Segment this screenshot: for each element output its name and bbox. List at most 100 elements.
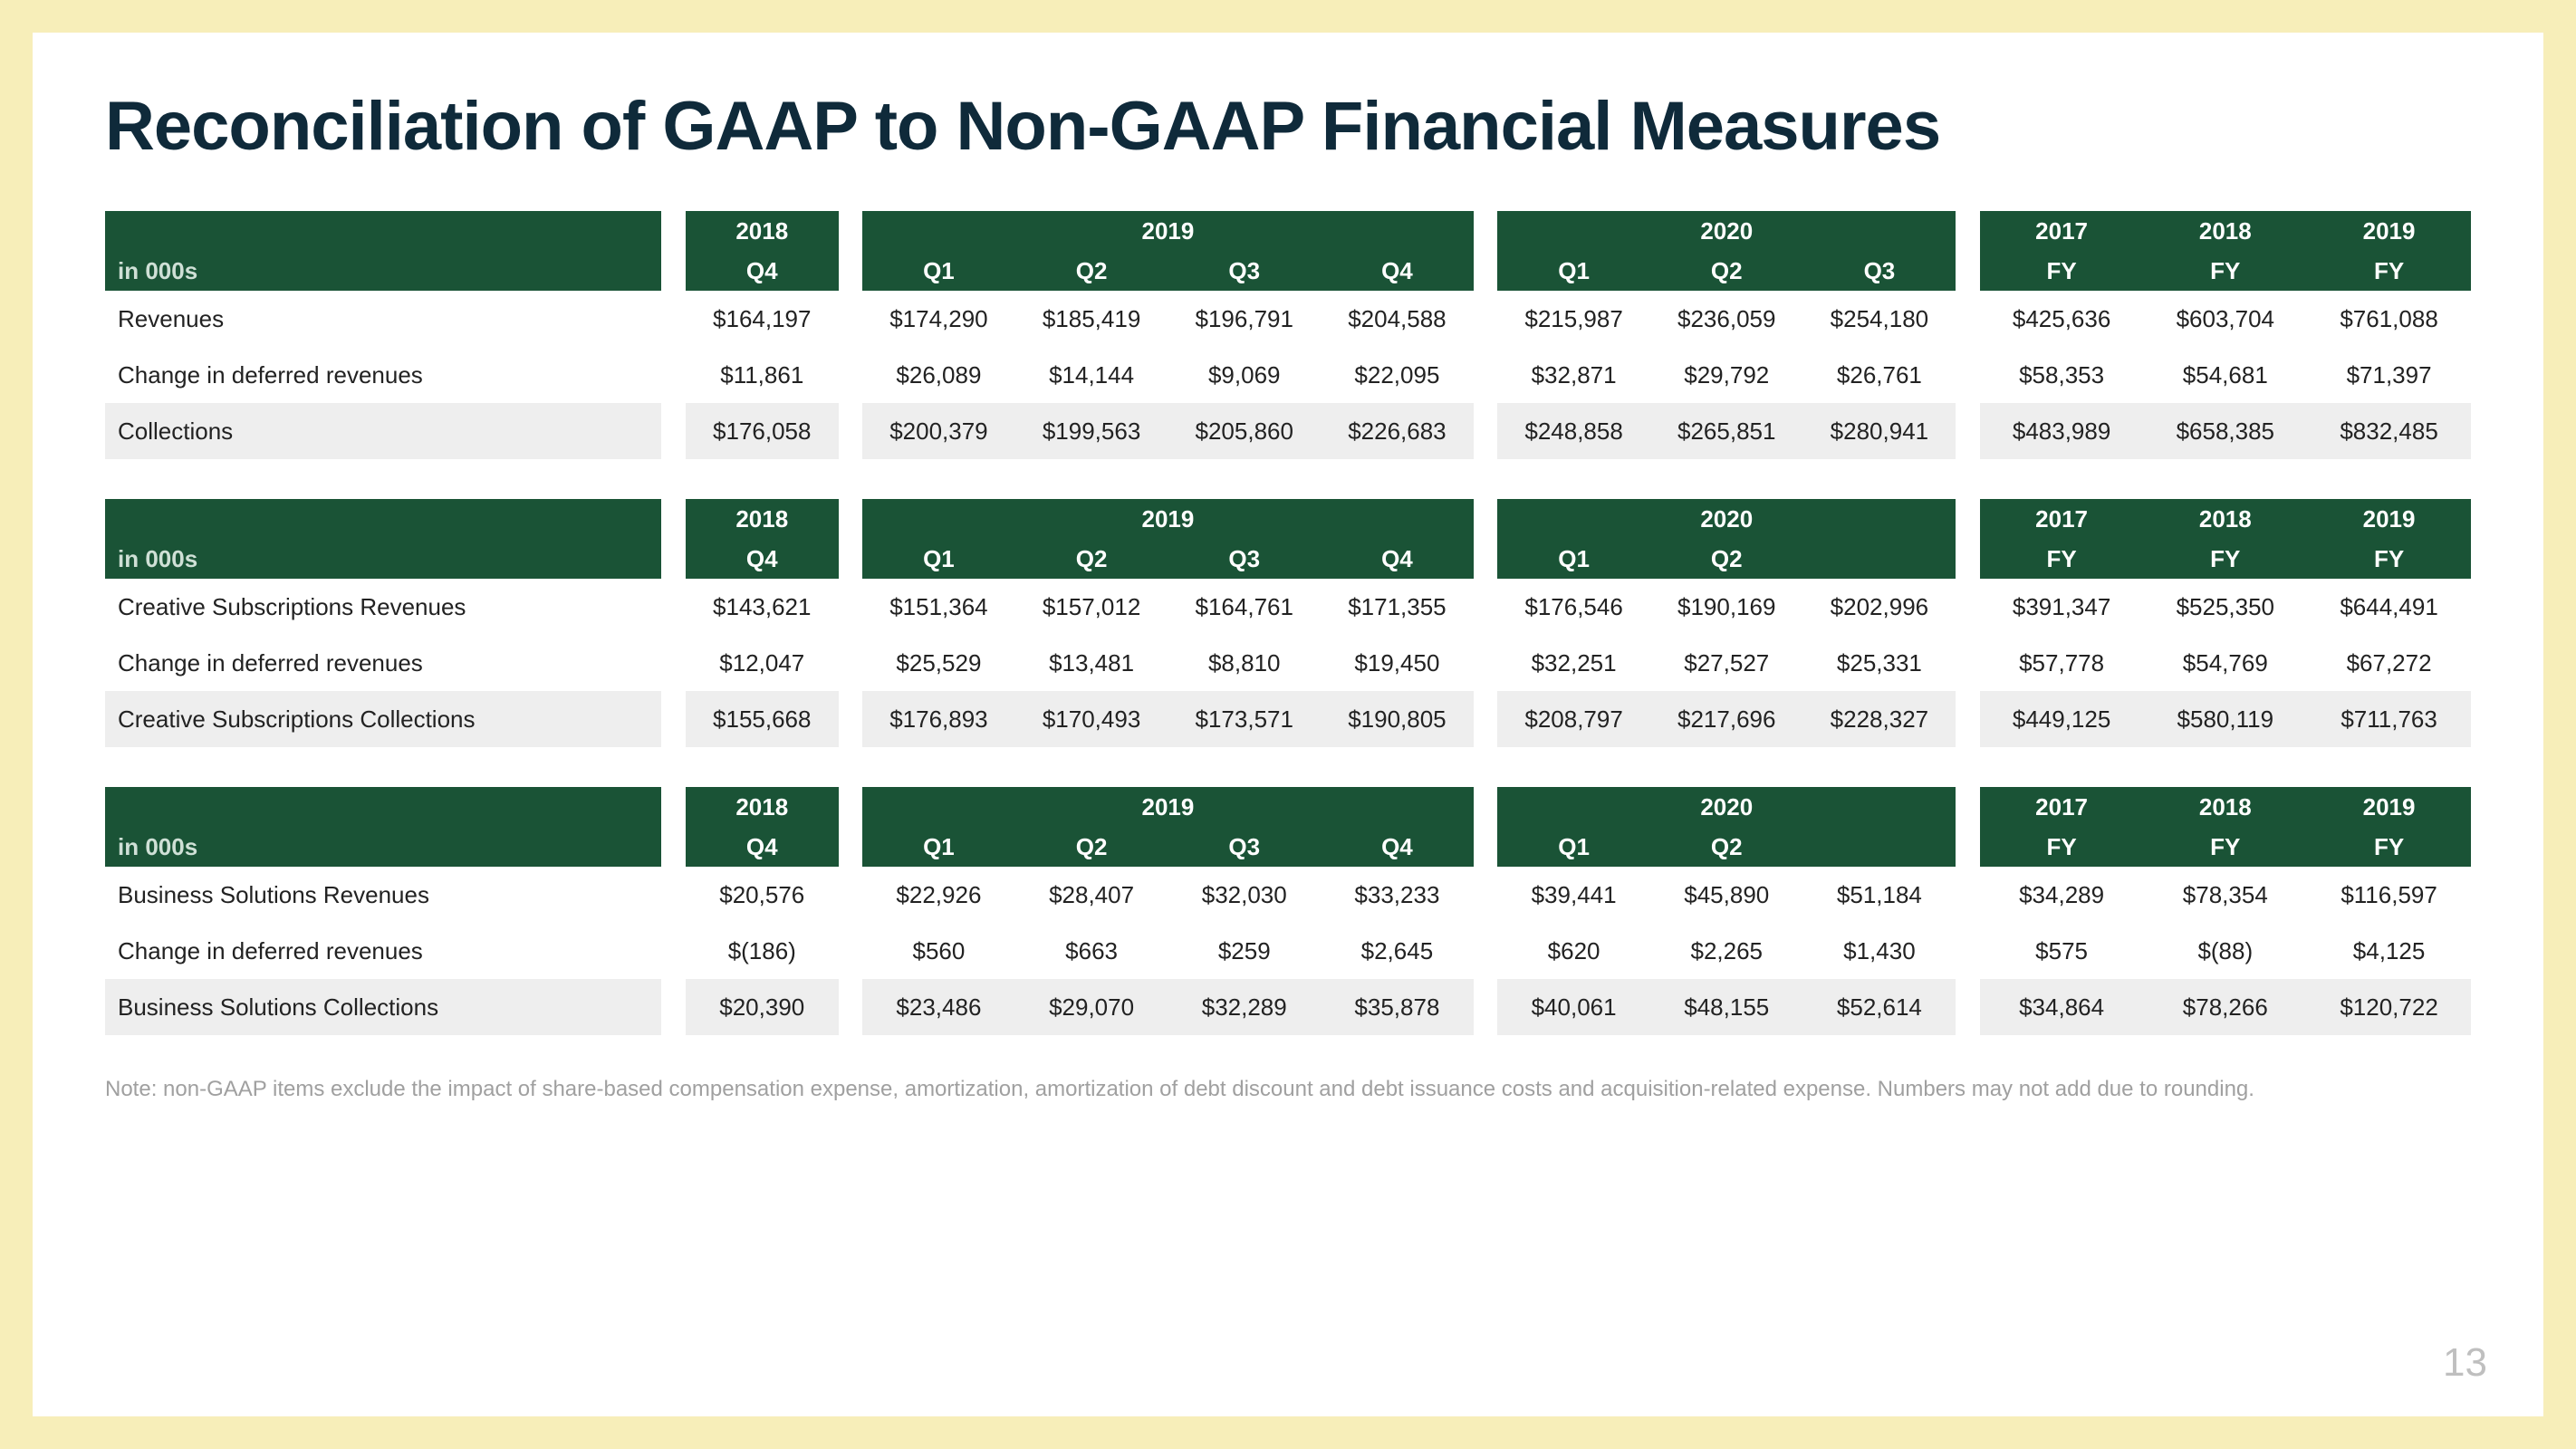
cell-value: $226,683 [1321, 403, 1474, 459]
cell-value: $173,571 [1168, 691, 1321, 747]
cell-value: $71,397 [2307, 347, 2471, 403]
cell-value: $196,791 [1168, 291, 1321, 347]
cell-value: $13,481 [1015, 635, 1168, 691]
financial-table: 201820192020201720182019in 000sQ4Q1Q2Q3Q… [105, 787, 2471, 1035]
cell-value: $761,088 [2307, 291, 2471, 347]
cell-value: $39,441 [1497, 867, 1650, 923]
cell-value: $8,810 [1168, 635, 1321, 691]
cell-value: $(88) [2143, 923, 2307, 979]
cell-value: $35,878 [1321, 979, 1474, 1035]
unit-label: in 000s [105, 251, 661, 291]
table-row: Creative Subscriptions Revenues $143,621 $… [105, 579, 2471, 635]
row-label: Creative Subscriptions Revenues [105, 579, 661, 635]
cell-value: $28,407 [1015, 867, 1168, 923]
cell-value: $29,792 [1650, 347, 1803, 403]
cell-value: $170,493 [1015, 691, 1168, 747]
row-label: Change in deferred revenues [105, 347, 661, 403]
cell-value: $32,030 [1168, 867, 1321, 923]
row-label: Revenues [105, 291, 661, 347]
table-row: Change in deferred revenues$12,047$25,52… [105, 635, 2471, 691]
cell-value: $174,290 [862, 291, 1015, 347]
cell-value: $204,588 [1321, 291, 1474, 347]
cell-value: $711,763 [2307, 691, 2471, 747]
cell-value: $236,059 [1650, 291, 1803, 347]
cell-value: $425,636 [1980, 291, 2144, 347]
financial-table: 201820192020201720182019in 000sQ4Q1Q2Q3Q… [105, 499, 2471, 747]
cell-value: $26,761 [1803, 347, 1956, 403]
cell-value: $78,354 [2143, 867, 2307, 923]
cell-value: $254,180 [1803, 291, 1956, 347]
cell-value: $280,941 [1803, 403, 1956, 459]
cell-value: $155,668 [686, 691, 839, 747]
cell-value: $164,197 [686, 291, 839, 347]
row-label: Change in deferred revenues [105, 923, 661, 979]
cell-value: $391,347 [1980, 579, 2144, 635]
cell-value: $215,987 [1497, 291, 1650, 347]
cell-value: $2,265 [1650, 923, 1803, 979]
cell-value: $9,069 [1168, 347, 1321, 403]
cell-value: $208,797 [1497, 691, 1650, 747]
table-row: Change in deferred revenues $11,861 $26,08… [105, 347, 2471, 403]
cell-value: $185,419 [1015, 291, 1168, 347]
cell-value: $449,125 [1980, 691, 2144, 747]
cell-value: $200,379 [862, 403, 1015, 459]
cell-value: $26,089 [862, 347, 1015, 403]
cell-value: $120,722 [2307, 979, 2471, 1035]
cell-value: $23,486 [862, 979, 1015, 1035]
slide-body: Reconciliation of GAAP to Non-GAAP Finan… [33, 33, 2543, 1416]
cell-value: $27,527 [1650, 635, 1803, 691]
cell-value: $34,864 [1980, 979, 2144, 1035]
cell-value: $22,095 [1321, 347, 1474, 403]
cell-value: $560 [862, 923, 1015, 979]
cell-value: $22,926 [862, 867, 1015, 923]
cell-value: $14,144 [1015, 347, 1168, 403]
financial-table: 201820192020201720182019in 000sQ4Q1Q2Q3Q… [105, 211, 2471, 459]
cell-value: $176,893 [862, 691, 1015, 747]
table-row: Change in deferred revenues$(186)$560$66… [105, 923, 2471, 979]
cell-value: $25,529 [862, 635, 1015, 691]
cell-value: $12,047 [686, 635, 839, 691]
cell-value: $67,272 [2307, 635, 2471, 691]
row-label: Business Solutions Collections [105, 979, 661, 1035]
cell-value: $25,331 [1803, 635, 1956, 691]
cell-value: $116,597 [2307, 867, 2471, 923]
cell-value: $32,871 [1497, 347, 1650, 403]
cell-value: $1,430 [1803, 923, 1956, 979]
cell-value: $20,576 [686, 867, 839, 923]
cell-value: $52,614 [1803, 979, 1956, 1035]
page-frame: Reconciliation of GAAP to Non-GAAP Finan… [0, 0, 2576, 1449]
table-row: Business Solutions Collections $20,390 $23… [105, 979, 2471, 1035]
cell-value: $248,858 [1497, 403, 1650, 459]
tables-container: 201820192020201720182019in 000sQ4Q1Q2Q3Q… [105, 211, 2471, 1035]
cell-value: $190,805 [1321, 691, 1474, 747]
cell-value: $217,696 [1650, 691, 1803, 747]
cell-value: $658,385 [2143, 403, 2307, 459]
cell-value: $620 [1497, 923, 1650, 979]
cell-value: $54,681 [2143, 347, 2307, 403]
table-row: Creative Subscriptions Collections$155,6… [105, 691, 2471, 747]
cell-value: $525,350 [2143, 579, 2307, 635]
cell-value: $2,645 [1321, 923, 1474, 979]
cell-value: $151,364 [862, 579, 1015, 635]
cell-value: $644,491 [2307, 579, 2471, 635]
table-row: Collections$176,058$200,379$199,563$205,… [105, 403, 2471, 459]
cell-value: $32,251 [1497, 635, 1650, 691]
unit-label: in 000s [105, 539, 661, 579]
cell-value: $45,890 [1650, 867, 1803, 923]
cell-value: $58,353 [1980, 347, 2144, 403]
cell-value: $51,184 [1803, 867, 1956, 923]
cell-value: $157,012 [1015, 579, 1168, 635]
cell-value: $202,996 [1803, 579, 1956, 635]
cell-value: $20,390 [686, 979, 839, 1035]
cell-value: $11,861 [686, 347, 839, 403]
footnote: Note: non-GAAP items exclude the impact … [105, 1075, 2369, 1104]
cell-value: $143,621 [686, 579, 839, 635]
cell-value: $603,704 [2143, 291, 2307, 347]
cell-value: $832,485 [2307, 403, 2471, 459]
table-row: Revenues $164,197 $174,290$185,419$196,791… [105, 291, 2471, 347]
cell-value: $164,761 [1168, 579, 1321, 635]
cell-value: $663 [1015, 923, 1168, 979]
cell-value: $575 [1980, 923, 2144, 979]
cell-value: $259 [1168, 923, 1321, 979]
cell-value: $171,355 [1321, 579, 1474, 635]
